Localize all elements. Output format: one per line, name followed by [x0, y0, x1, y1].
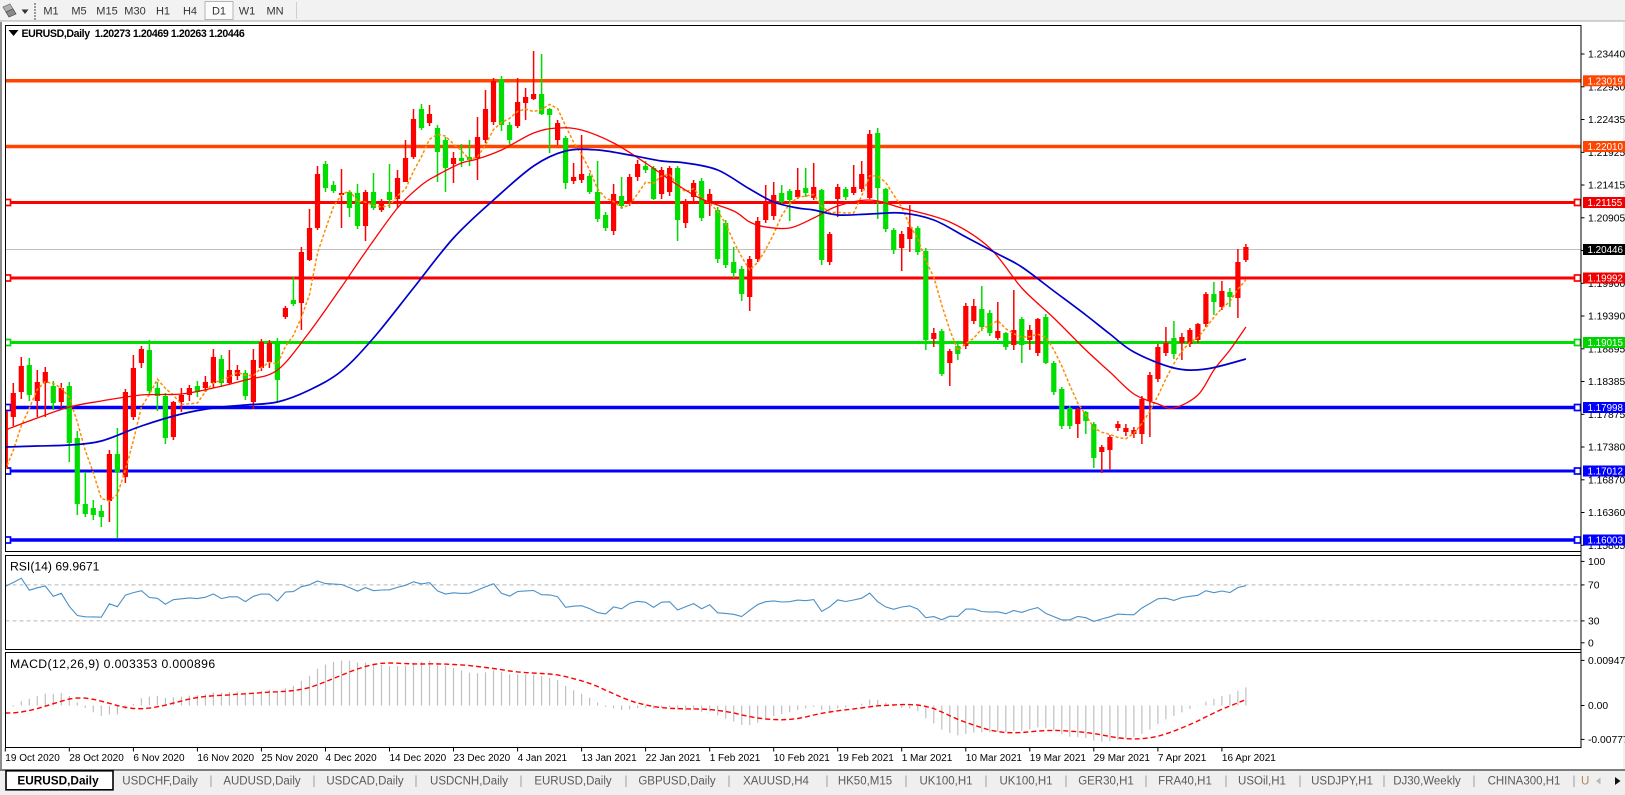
- svg-text:|: |: [520, 776, 523, 788]
- svg-text:1.17998: 1.17998: [1588, 403, 1624, 414]
- svg-text:M5: M5: [71, 6, 86, 18]
- svg-text:|: |: [985, 776, 988, 788]
- svg-text:1 Mar 2021: 1 Mar 2021: [902, 753, 953, 764]
- svg-text:HK50,M15: HK50,M15: [838, 776, 892, 788]
- svg-text:H1: H1: [156, 6, 170, 18]
- svg-text:16 Apr 2021: 16 Apr 2021: [1222, 753, 1276, 764]
- svg-text:1.19992: 1.19992: [1588, 274, 1623, 285]
- svg-text:USDCNH,Daily: USDCNH,Daily: [430, 776, 508, 788]
- svg-text:1.21925: 1.21925: [1588, 148, 1625, 159]
- svg-text:1.20905: 1.20905: [1588, 214, 1625, 225]
- svg-text:29 Mar 2021: 29 Mar 2021: [1094, 753, 1151, 764]
- svg-text:W1: W1: [239, 6, 256, 18]
- svg-text:CHINA300,H1: CHINA300,H1: [1488, 776, 1561, 788]
- svg-text:13 Jan 2021: 13 Jan 2021: [582, 753, 637, 764]
- svg-text:USDCHF,Daily: USDCHF,Daily: [122, 776, 198, 788]
- svg-text:1 Feb 2021: 1 Feb 2021: [710, 753, 761, 764]
- svg-text:14 Dec 2020: 14 Dec 2020: [390, 753, 447, 764]
- svg-text:70: 70: [1588, 581, 1600, 592]
- svg-text:1.18385: 1.18385: [1588, 377, 1625, 388]
- svg-text:1.19015: 1.19015: [1588, 338, 1624, 349]
- svg-text:1.19900: 1.19900: [1588, 279, 1625, 290]
- svg-text:1.21155: 1.21155: [1588, 198, 1623, 209]
- svg-text:USDCAD,Daily: USDCAD,Daily: [326, 776, 404, 788]
- svg-text:UK100,H1: UK100,H1: [919, 776, 972, 788]
- svg-text:1.16003: 1.16003: [1588, 536, 1624, 547]
- svg-text:|: |: [1065, 776, 1068, 788]
- svg-text:10 Feb 2021: 10 Feb 2021: [774, 753, 831, 764]
- svg-text:1.18895: 1.18895: [1588, 345, 1625, 356]
- svg-text:19 Oct 2020: 19 Oct 2020: [5, 753, 60, 764]
- svg-text:|: |: [415, 776, 418, 788]
- svg-text:25 Nov 2020: 25 Nov 2020: [261, 753, 318, 764]
- svg-text:GBPUSD,Daily: GBPUSD,Daily: [638, 776, 716, 788]
- svg-text:4 Dec 2020: 4 Dec 2020: [326, 753, 378, 764]
- svg-text:|: |: [1299, 776, 1302, 788]
- svg-text:1.22435: 1.22435: [1588, 115, 1625, 126]
- svg-text:|: |: [826, 776, 829, 788]
- svg-text:16 Nov 2020: 16 Nov 2020: [197, 753, 254, 764]
- svg-text:28 Oct 2020: 28 Oct 2020: [69, 753, 124, 764]
- svg-text:1.22010: 1.22010: [1588, 142, 1624, 153]
- svg-text:-0.007778: -0.007778: [1588, 735, 1625, 746]
- svg-text:M1: M1: [43, 6, 58, 18]
- svg-text:23 Dec 2020: 23 Dec 2020: [454, 753, 511, 764]
- svg-text:|: |: [728, 776, 731, 788]
- svg-text:10 Mar 2021: 10 Mar 2021: [966, 753, 1023, 764]
- svg-text:|: |: [625, 776, 628, 788]
- svg-text:100: 100: [1588, 557, 1605, 568]
- svg-text:1.16360: 1.16360: [1588, 508, 1625, 519]
- svg-text:1.23440: 1.23440: [1588, 50, 1625, 61]
- svg-text:1.17875: 1.17875: [1588, 410, 1625, 421]
- svg-text:|: |: [905, 776, 908, 788]
- svg-text:1.21415: 1.21415: [1588, 181, 1625, 192]
- svg-text:19 Feb 2021: 19 Feb 2021: [838, 753, 895, 764]
- svg-text:USOil,H1: USOil,H1: [1238, 776, 1286, 788]
- svg-text:1.15865: 1.15865: [1588, 541, 1625, 552]
- svg-text:7 Apr 2021: 7 Apr 2021: [1158, 753, 1207, 764]
- svg-text:UK100,H1: UK100,H1: [999, 776, 1052, 788]
- svg-text:M30: M30: [124, 6, 145, 18]
- svg-text:EURUSD,Daily: EURUSD,Daily: [534, 776, 612, 788]
- svg-text:1.22930: 1.22930: [1588, 83, 1625, 94]
- svg-text:1.19390: 1.19390: [1588, 312, 1625, 323]
- svg-text:6 Nov 2020: 6 Nov 2020: [133, 753, 185, 764]
- svg-text:22 Jan 2021: 22 Jan 2021: [646, 753, 701, 764]
- svg-text:EURUSD,Daily: EURUSD,Daily: [17, 774, 99, 788]
- svg-text:U: U: [1581, 776, 1589, 788]
- svg-text:MACD(12,26,9) 0.003353 0.00089: MACD(12,26,9) 0.003353 0.000896: [10, 657, 216, 671]
- svg-text:|: |: [313, 776, 316, 788]
- svg-text:1.20446: 1.20446: [1588, 245, 1624, 256]
- svg-text:4 Jan 2021: 4 Jan 2021: [518, 753, 568, 764]
- svg-text:0: 0: [1588, 639, 1594, 650]
- svg-text:USDJPY,H1: USDJPY,H1: [1311, 776, 1373, 788]
- svg-text:19 Mar 2021: 19 Mar 2021: [1030, 753, 1087, 764]
- svg-text:|: |: [1473, 776, 1476, 788]
- svg-text:1.17012: 1.17012: [1588, 467, 1623, 478]
- svg-text:|: |: [1383, 776, 1386, 788]
- svg-text:1.17380: 1.17380: [1588, 443, 1625, 454]
- svg-text:MN: MN: [266, 6, 283, 18]
- svg-text:1.23019: 1.23019: [1588, 76, 1623, 87]
- svg-text:XAUUSD,H4: XAUUSD,H4: [743, 776, 809, 788]
- svg-text:FRA40,H1: FRA40,H1: [1158, 776, 1212, 788]
- svg-text:0.009478: 0.009478: [1588, 656, 1625, 667]
- svg-text:DJ30,Weekly: DJ30,Weekly: [1393, 776, 1461, 788]
- svg-text:D1: D1: [212, 6, 226, 18]
- svg-text:H4: H4: [183, 6, 197, 18]
- svg-text:M15: M15: [96, 6, 117, 18]
- svg-text:1.16870: 1.16870: [1588, 476, 1625, 487]
- svg-text:GER30,H1: GER30,H1: [1078, 776, 1134, 788]
- svg-text:|: |: [1225, 776, 1228, 788]
- svg-text:RSI(14) 69.9671: RSI(14) 69.9671: [10, 560, 100, 574]
- svg-text:0.00: 0.00: [1588, 701, 1608, 712]
- svg-text:|: |: [210, 776, 213, 788]
- svg-text:|: |: [1145, 776, 1148, 788]
- svg-text:EURUSD,Daily 1.20273 1.20469: EURUSD,Daily 1.20273 1.20469 1.20263 1.2…: [22, 28, 245, 40]
- svg-text:30: 30: [1588, 617, 1600, 628]
- svg-text:AUDUSD,Daily: AUDUSD,Daily: [223, 776, 301, 788]
- svg-text:|: |: [1573, 776, 1576, 788]
